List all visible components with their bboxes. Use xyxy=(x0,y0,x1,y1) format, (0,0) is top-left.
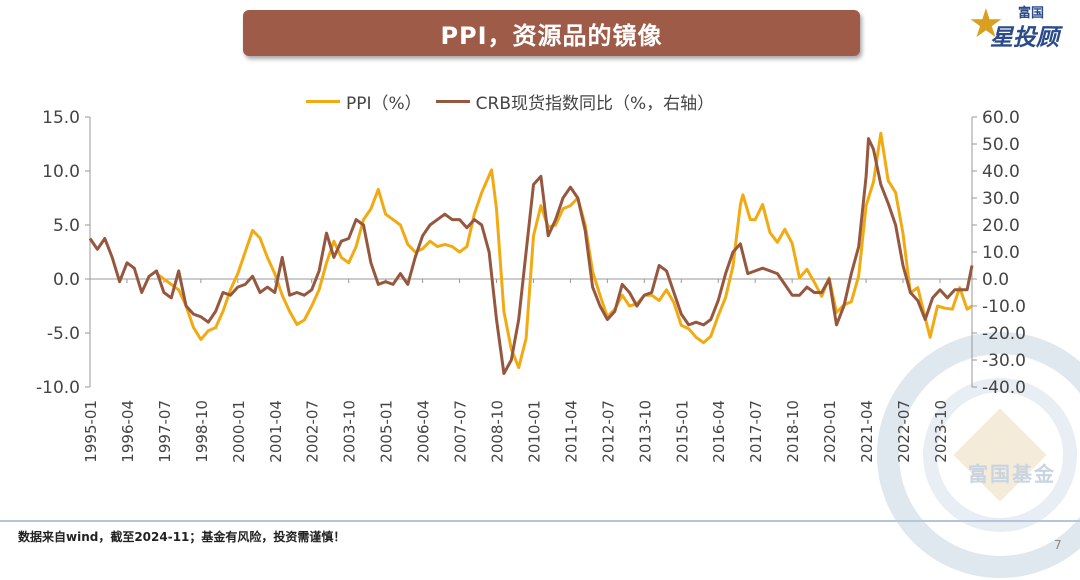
x-tick-label: 2010-01 xyxy=(525,400,543,463)
x-tick-label: 1997-07 xyxy=(156,400,174,463)
line-chart: 15.0 10.0 5.0 0.0 -5.0 -10.0 60.0 50.0 40.0 30.0 2… xyxy=(36,108,1026,463)
y-left-tick-label: 15.0 xyxy=(42,108,80,128)
chart-axes: 15.0 10.0 5.0 0.0 -5.0 -10.0 60.0 50.0 40.0 30.0 2… xyxy=(36,108,1026,463)
chart-series xyxy=(88,131,974,375)
legend-label-crb: CRB现货指数同比（%，右轴） xyxy=(475,93,715,114)
x-tick-label: 2007-07 xyxy=(452,400,470,463)
legend-item-ppi: PPI（%） xyxy=(306,89,422,114)
series-line-crb xyxy=(88,137,974,375)
x-tick-label: 2008-10 xyxy=(489,400,507,463)
x-tick-label: 2012-07 xyxy=(599,400,617,463)
footer-divider xyxy=(0,520,1080,522)
logo-big-text: 星投顾 xyxy=(990,25,1059,51)
y-right-tick-label: -20.0 xyxy=(982,324,1026,344)
y-left-tick-label: 10.0 xyxy=(42,162,80,182)
x-tick-label: 1995-01 xyxy=(82,400,100,463)
y-right-tick-label: -40.0 xyxy=(982,378,1026,398)
x-tick-label: 2013-10 xyxy=(636,400,654,463)
x-tick-label: 1998-10 xyxy=(193,400,211,463)
y-right-tick-label: 40.0 xyxy=(982,162,1020,182)
star-icon: ★ xyxy=(968,1,1004,47)
x-tick-label: 2020-01 xyxy=(821,400,839,463)
footer-disclaimer: 数据来自wind，截至2024-11；基金有风险，投资需谨慎！ xyxy=(18,530,346,544)
page-title: PPI，资源品的镜像 xyxy=(243,10,860,56)
y-right-tick-label: 10.0 xyxy=(982,243,1020,263)
x-tick-label: 2023-10 xyxy=(932,400,950,463)
brand-logo: ★ 富国 星投顾 xyxy=(968,1,1076,51)
x-tick-label: 2015-01 xyxy=(673,400,691,463)
y-right-tick-label: 0.0 xyxy=(982,270,1009,290)
y-right-tick-label: 60.0 xyxy=(982,108,1020,128)
x-tick-label: 2011-04 xyxy=(562,400,580,463)
y-right-tick-label: 20.0 xyxy=(982,216,1020,236)
y-left-tick-label: 5.0 xyxy=(53,216,80,236)
x-tick-label: 2006-04 xyxy=(415,400,433,463)
x-tick-label: 2017-07 xyxy=(747,400,765,463)
x-tick-label: 2003-10 xyxy=(341,400,359,463)
x-tick-label: 2000-01 xyxy=(230,400,248,463)
legend-label-ppi: PPI（%） xyxy=(346,93,422,114)
x-tick-label: 2018-10 xyxy=(784,400,802,463)
x-tick-label: 2005-01 xyxy=(378,400,396,463)
x-tick-label: 2022-07 xyxy=(895,400,913,463)
y-right-tick-label: 50.0 xyxy=(982,135,1020,155)
y-right-tick-label: 30.0 xyxy=(982,189,1020,209)
x-tick-label: 2021-04 xyxy=(858,400,876,463)
legend-item-crb: CRB现货指数同比（%，右轴） xyxy=(435,89,715,114)
y-left-tick-label: -5.0 xyxy=(47,324,80,344)
series-line-ppi xyxy=(155,131,973,370)
watermark-text: 富国基金 xyxy=(968,462,1056,486)
y-left-tick-label: 0.0 xyxy=(53,270,80,290)
x-tick-label: 2002-07 xyxy=(304,400,322,463)
y-left-tick-label: -10.0 xyxy=(36,378,80,398)
y-right-tick-label: -30.0 xyxy=(982,351,1026,371)
legend-swatch-crb xyxy=(435,99,470,103)
legend-swatch-ppi xyxy=(306,99,340,103)
x-tick-label: 1996-04 xyxy=(119,400,137,463)
y-right-tick-label: -10.0 xyxy=(982,297,1026,317)
chart-legend: PPI（%） CRB现货指数同比（%，右轴） xyxy=(306,89,728,114)
logo-small-text: 富国 xyxy=(1018,6,1045,21)
x-tick-label: 2016-04 xyxy=(710,400,728,463)
page-number: 7 xyxy=(1054,538,1062,552)
x-tick-label: 2001-04 xyxy=(267,400,285,463)
